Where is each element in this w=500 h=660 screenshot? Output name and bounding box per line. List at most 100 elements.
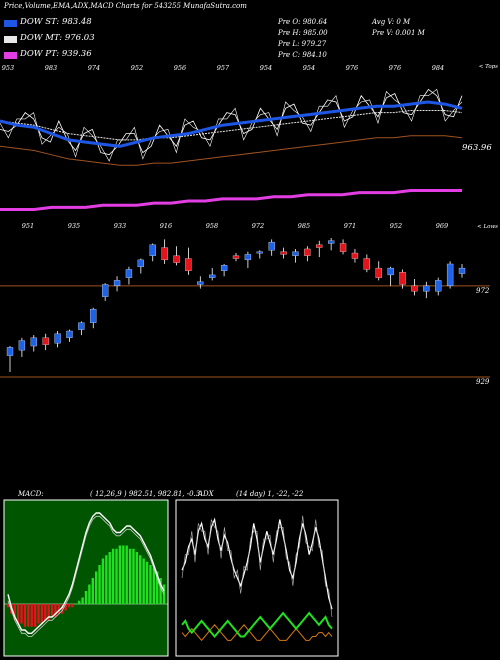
candle-up	[328, 240, 335, 244]
macd-hist-bar	[61, 604, 64, 614]
macd-hist-bar	[94, 571, 98, 604]
candle-up	[66, 330, 73, 338]
macd-hist-bar	[125, 545, 128, 604]
candle-down	[42, 337, 49, 345]
macd-hist-bar	[145, 561, 149, 604]
macd-hist-bar	[108, 552, 111, 604]
candle-up	[435, 280, 442, 292]
macd-hist-bar	[98, 565, 101, 604]
macd-hist-bar	[101, 558, 105, 604]
macd-params: ( 12,26,9 ) 982.51, 982.81, -0.3	[90, 490, 201, 498]
last-price-label: 963.96	[462, 143, 492, 153]
macd-panel: MACD: ( 12,26,9 ) 982.51, 982.81, -0.3	[3, 490, 201, 657]
candle-up	[244, 254, 252, 261]
adx-panel: ADX (14 day) 1, -22, -22	[175, 490, 339, 657]
chart-title: Price,Volume,EMA,ADX,MACD Charts for 543…	[4, 2, 247, 10]
adx-line	[181, 517, 333, 610]
macd-hist-bar	[6, 604, 10, 608]
candle-up	[78, 322, 85, 330]
candle-down	[351, 252, 359, 259]
macd-hist-bar	[71, 604, 74, 608]
price-line	[0, 88, 463, 156]
top-label: 956	[174, 64, 186, 72]
top-label: 974	[88, 64, 100, 72]
pre-low: Pre L: 979.27	[278, 40, 327, 48]
avg-volume: Avg V: 0 M	[372, 18, 411, 26]
macd-hist-bar	[132, 548, 135, 604]
macd-line	[7, 512, 165, 634]
macd-hist-bar	[20, 604, 23, 624]
pre-volume: Pre V: 0.001 M	[372, 29, 425, 37]
macd-hist-bar	[67, 604, 71, 608]
macd-hist-bar	[91, 578, 94, 604]
macd-hist-bar	[118, 545, 122, 604]
macd-hist-bar	[44, 604, 47, 621]
level-label-929: 929	[476, 378, 490, 386]
candle-up	[292, 251, 299, 256]
legend-pt: DOW PT: 939.36	[20, 49, 92, 59]
candle-up	[209, 274, 216, 278]
candle-up	[90, 308, 97, 323]
candle-up	[268, 241, 275, 251]
top-label: 954	[260, 64, 272, 72]
macd-hist-bar	[115, 548, 118, 604]
top-label: 954	[303, 64, 315, 72]
candle-up	[197, 281, 204, 285]
ema-st-line	[0, 100, 463, 148]
top-label: 976	[389, 64, 401, 72]
macd-hist-bar	[54, 604, 57, 617]
lows-label: < Lows	[477, 224, 498, 230]
macd-hist-bar	[78, 600, 81, 604]
low-label: 958	[206, 222, 218, 230]
adx-line-2	[181, 515, 333, 618]
low-label: 969	[436, 222, 448, 230]
candle-up	[149, 244, 156, 256]
top-label: 952	[131, 64, 143, 72]
macd-hist-bar	[111, 548, 115, 604]
minus-di-line	[181, 624, 333, 642]
ema-brown-line	[0, 135, 463, 166]
low-label: 972	[252, 222, 264, 230]
ema-mt-line	[0, 110, 463, 141]
low-label: 985	[298, 222, 310, 230]
candle-up	[30, 337, 37, 347]
macd-hist-bar	[159, 578, 162, 604]
price-panel: 953 983 974 952 956 957 954 954 976 976 984 < Tops 9…	[0, 64, 498, 230]
candle-down	[411, 285, 418, 292]
macd-hist-bar	[128, 548, 132, 604]
plus-di-line	[181, 611, 333, 639]
legend-mt: DOW MT: 976.03	[20, 33, 95, 43]
low-label: 952	[390, 222, 402, 230]
macd-hist-bar	[152, 568, 156, 604]
macd-hist-bar	[13, 604, 16, 621]
adx-frame	[175, 499, 339, 657]
macd-hist-bar	[37, 604, 40, 624]
candle-down	[339, 243, 347, 252]
candle-down	[399, 272, 406, 285]
macd-hist-bar	[16, 604, 20, 624]
adx-title: ADX	[197, 490, 215, 498]
top-label: 957	[217, 64, 230, 72]
candle-up	[458, 267, 466, 274]
candle-up	[6, 347, 14, 356]
legend-swatch-pt	[4, 52, 17, 59]
candle-up	[387, 267, 394, 276]
candle-down	[173, 255, 180, 263]
candle-up	[125, 269, 133, 278]
macd-signal-line	[7, 515, 165, 637]
candle-down	[185, 258, 192, 271]
low-label: 916	[160, 222, 172, 230]
pre-close: Pre C: 984.10	[278, 51, 327, 59]
candle-up	[423, 285, 430, 292]
macd-hist-bar	[135, 552, 139, 604]
candle-up	[113, 280, 121, 287]
macd-hist-bar	[88, 584, 91, 604]
candle-up	[102, 284, 109, 297]
candle-down	[232, 255, 240, 259]
macd-hist-bar	[105, 555, 108, 604]
top-label: 983	[45, 64, 57, 72]
low-label: 935	[68, 222, 80, 230]
macd-hist-bar	[74, 604, 78, 605]
low-label: 971	[344, 222, 356, 230]
macd-hist-bar	[81, 597, 84, 604]
